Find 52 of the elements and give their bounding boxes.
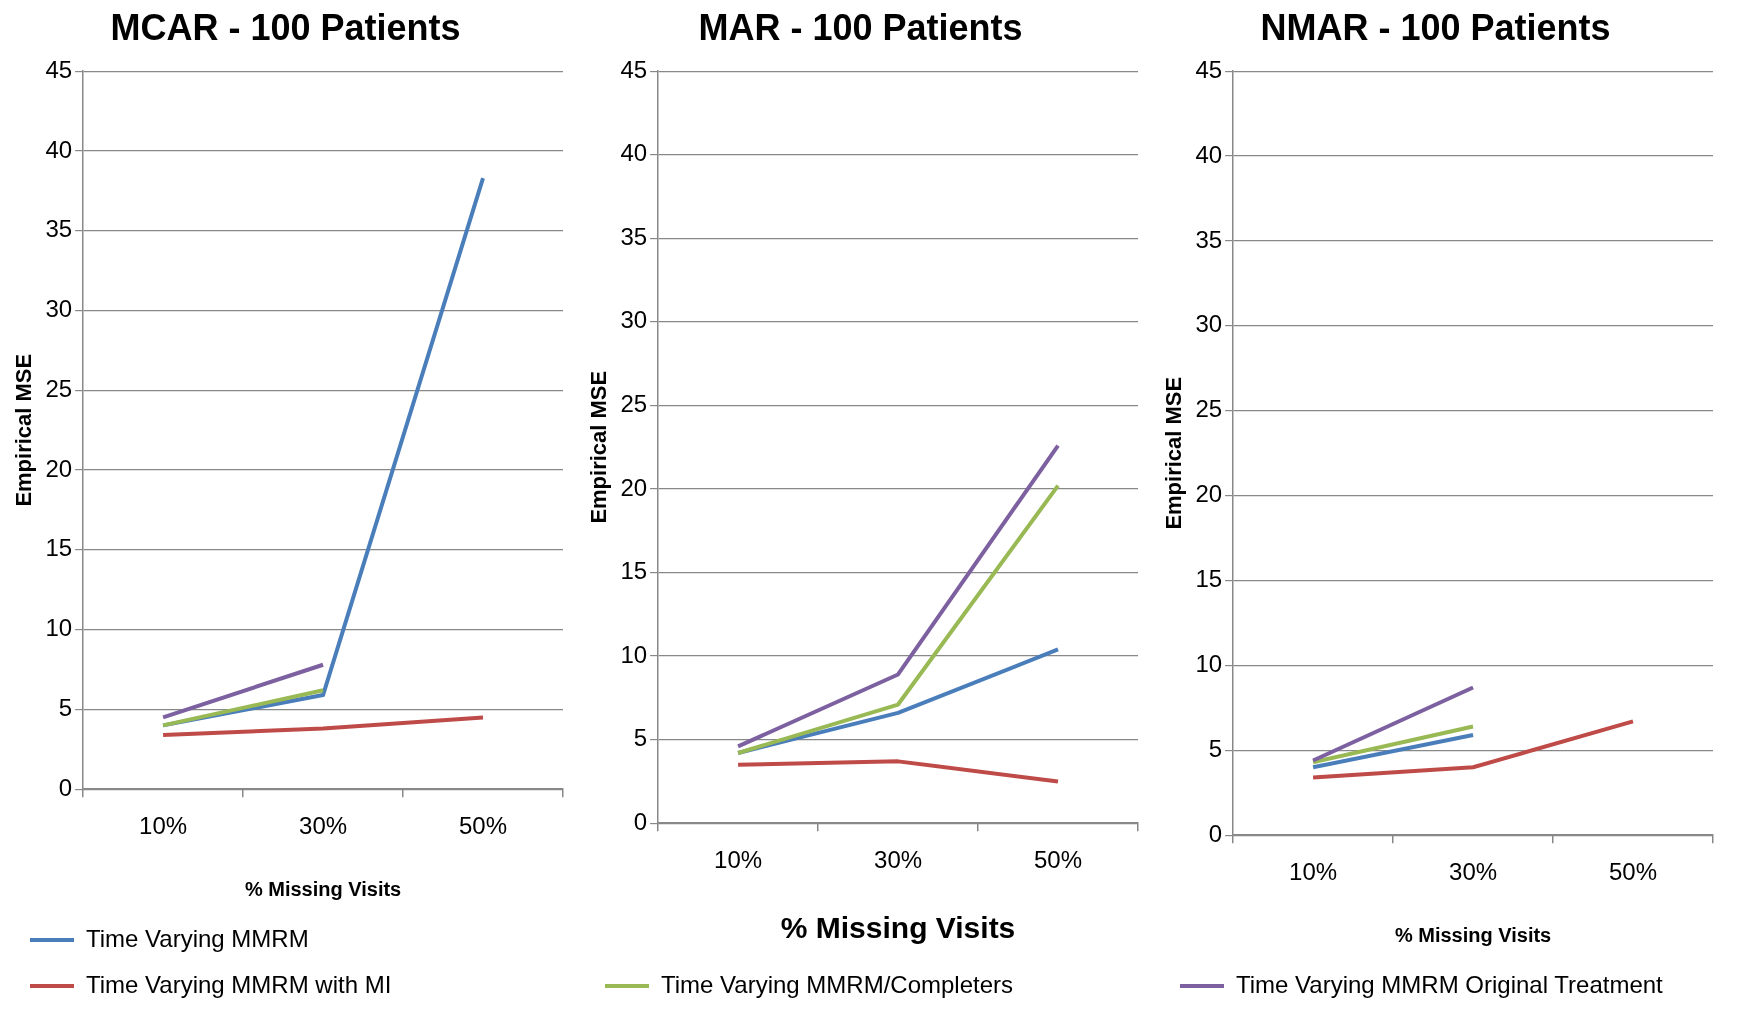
x-tick-label: 10% [714,846,763,874]
y-tick-label: 10 [620,640,648,668]
y-tick-label: 15 [1195,565,1223,593]
y-tick-label: 10 [45,614,73,642]
y-tick-label: 0 [1208,819,1223,847]
x-tick-label: 30% [874,846,923,874]
x-tick-label: 30% [299,812,348,840]
y-tick-label: 40 [1195,140,1223,168]
y-tick-label: 25 [1195,395,1223,423]
y-tick-label: 35 [45,215,73,243]
y-tick-label: 25 [620,390,648,418]
y-tick-label: 45 [45,55,73,83]
y-tick-label: 25 [45,374,73,402]
y-tick-label: 35 [1195,225,1223,253]
chart-title: NMAR - 100 Patients [1260,6,1611,48]
x-tick-label: 50% [458,812,508,840]
y-tick-label: 5 [1208,734,1223,762]
y-tick-label: 40 [45,135,73,163]
y-tick-label: 20 [620,473,648,501]
y-tick-label: 20 [45,454,73,482]
legend-label: Time Varying MMRM/Completers [661,970,1014,998]
x-tick-label: 30% [1449,858,1498,886]
y-tick-label: 30 [620,306,648,334]
y-tick-label: 45 [1195,55,1223,83]
chart-title: MCAR - 100 Patients [110,6,461,48]
x-tick-label: 10% [1289,858,1338,886]
y-tick-label: 15 [620,557,648,585]
x-tick-label: 50% [1033,846,1083,874]
y-tick-label: 5 [58,694,73,722]
y-tick-label: 10 [1195,650,1223,678]
y-tick-label: 0 [58,773,73,801]
y-tick-label: 45 [620,55,648,83]
y-tick-label: 30 [1195,310,1223,338]
y-tick-label: 30 [45,295,73,323]
x-tick-label: 10% [139,812,188,840]
x-axis-title: % Missing Visits [1394,923,1552,946]
y-tick-label: 20 [1195,480,1223,508]
legend-label: Time Varying MMRM with MI [86,970,392,998]
y-axis-title: Empirical MSE [586,370,612,524]
y-tick-label: 15 [45,534,73,562]
x-tick-label: 50% [1608,858,1658,886]
y-tick-label: 0 [633,807,648,835]
chart-title: MAR - 100 Patients [698,6,1023,48]
legend-label: Time Varying MMRM [86,924,309,952]
x-axis-title: % Missing Visits [780,911,1016,945]
y-axis-title: Empirical MSE [1161,376,1187,530]
y-axis-title: Empirical MSE [11,353,37,507]
x-axis-title: % Missing Visits [244,877,402,900]
y-tick-label: 40 [620,139,648,167]
y-tick-label: 35 [620,222,648,250]
y-tick-label: 5 [633,724,648,752]
legend-label: Time Varying MMRM Original Treatment [1236,970,1664,998]
